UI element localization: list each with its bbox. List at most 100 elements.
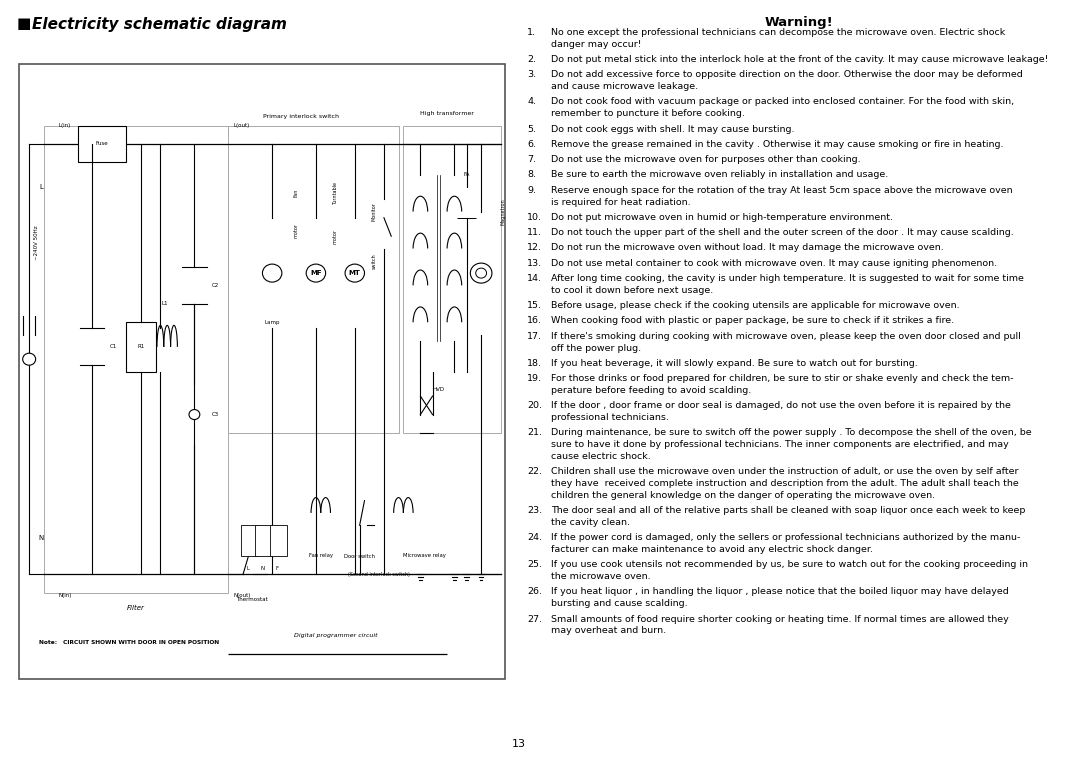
Text: 18.: 18. [527, 359, 542, 368]
Text: 5.: 5. [527, 125, 536, 134]
Text: children the general knowledge on the danger of operating the microwave oven.: children the general knowledge on the da… [551, 491, 935, 500]
Text: 6.: 6. [527, 140, 536, 149]
Text: bursting and cause scalding.: bursting and cause scalding. [551, 599, 688, 608]
Text: C1: C1 [109, 345, 117, 349]
Text: danger may occur!: danger may occur! [551, 40, 642, 49]
Text: Children shall use the microwave oven under the instruction of adult, or use the: Children shall use the microwave oven un… [551, 468, 1018, 476]
Text: 10.: 10. [527, 213, 542, 222]
Text: and cause microwave leakage.: and cause microwave leakage. [551, 83, 698, 91]
Text: is required for heat radiation.: is required for heat radiation. [551, 198, 690, 206]
Text: No one except the professional technicians can decompose the microwave oven. Ele: No one except the professional technicia… [551, 28, 1005, 37]
Text: If you use cook utensils not recommended by us, be sure to watch out for the coo: If you use cook utensils not recommended… [551, 561, 1028, 569]
Text: the microwave oven.: the microwave oven. [551, 572, 650, 581]
Text: 7.: 7. [527, 155, 536, 164]
Text: may overheat and burn.: may overheat and burn. [551, 626, 666, 636]
Text: Be sure to earth the microwave oven reliably in installation and usage.: Be sure to earth the microwave oven reli… [551, 170, 888, 180]
Circle shape [262, 264, 282, 282]
Text: 25.: 25. [527, 561, 542, 569]
Text: MF: MF [310, 270, 322, 276]
Text: Do not cook food with vacuum package or packed into enclosed container. For the : Do not cook food with vacuum package or … [551, 98, 1014, 106]
Text: perature before feeding to avoid scalding.: perature before feeding to avoid scaldin… [551, 386, 751, 395]
Text: N: N [39, 535, 44, 541]
Text: Do not use the microwave oven for purposes other than cooking.: Do not use the microwave oven for purpos… [551, 155, 861, 164]
Text: Fan relay: Fan relay [309, 553, 333, 558]
Text: 22.: 22. [527, 468, 542, 476]
Text: Do not use metal container to cook with microwave oven. It may cause igniting ph: Do not use metal container to cook with … [551, 259, 997, 268]
Circle shape [23, 353, 36, 365]
Text: If the door , door frame or door seal is damaged, do not use the oven before it : If the door , door frame or door seal is… [551, 401, 1011, 410]
Bar [78, 125, 126, 163]
Text: 13: 13 [512, 739, 525, 749]
Text: 19.: 19. [527, 374, 542, 384]
Text: Magnetron: Magnetron [500, 199, 505, 225]
Text: sure to have it done by professional technicians. The inner components are elect: sure to have it done by professional tec… [551, 440, 1009, 449]
Text: The door seal and all of the relative parts shall be cleaned with soap liquor on: The door seal and all of the relative pa… [551, 507, 1025, 515]
Text: motor: motor [294, 222, 299, 238]
Bar [270, 526, 286, 556]
Text: 24.: 24. [527, 533, 542, 542]
Circle shape [470, 263, 491, 283]
Text: Monitor: Monitor [372, 202, 377, 221]
Text: 9.: 9. [527, 186, 536, 195]
Text: Reserve enough space for the rotation of the tray At least 5cm space above the m: Reserve enough space for the rotation of… [551, 186, 1012, 195]
Text: Do not cook eggs with shell. It may cause bursting.: Do not cook eggs with shell. It may caus… [551, 125, 794, 134]
Text: HVD: HVD [432, 387, 445, 393]
Text: High transformer: High transformer [420, 111, 474, 115]
Text: Primary interlock switch: Primary interlock switch [264, 114, 339, 118]
Text: 20.: 20. [527, 401, 542, 410]
Text: 14.: 14. [527, 274, 542, 283]
Text: Do not touch the upper part of the shell and the outer screen of the door . It m: Do not touch the upper part of the shell… [551, 228, 1013, 237]
Text: 12.: 12. [527, 244, 542, 252]
Text: For those drinks or food prepared for children, be sure to stir or shake evenly : For those drinks or food prepared for ch… [551, 374, 1013, 384]
Text: After long time cooking, the cavity is under high temperature. It is suggested t: After long time cooking, the cavity is u… [551, 274, 1024, 283]
Text: L(in): L(in) [58, 123, 70, 128]
Text: N(in): N(in) [58, 594, 71, 598]
Text: Filter: Filter [127, 605, 145, 611]
Text: cause electric shock.: cause electric shock. [551, 452, 650, 461]
Text: Lamp: Lamp [265, 320, 280, 325]
Text: Note:   CIRCUIT SHOWN WITH DOOR IN OPEN POSITION: Note: CIRCUIT SHOWN WITH DOOR IN OPEN PO… [39, 639, 219, 645]
Text: If you heat beverage, it will slowly expand. Be sure to watch out for bursting.: If you heat beverage, it will slowly exp… [551, 359, 918, 368]
Text: 17.: 17. [527, 332, 542, 341]
Text: Do not put metal stick into the interlock hole at the front of the cavity. It ma: Do not put metal stick into the interloc… [551, 55, 1049, 64]
Text: 15.: 15. [527, 301, 542, 310]
Text: Electricity schematic diagram: Electricity schematic diagram [32, 17, 287, 31]
Text: Fuse: Fuse [96, 141, 108, 147]
Text: Door switch: Door switch [345, 553, 375, 558]
Text: If there's smoking during cooking with microwave oven, please keep the oven door: If there's smoking during cooking with m… [551, 332, 1021, 341]
Text: Microwave relay: Microwave relay [403, 553, 446, 558]
Text: Turntable: Turntable [333, 182, 338, 205]
Bar [43, 125, 228, 593]
Text: During maintenance, be sure to switch off the power supply . To decompose the sh: During maintenance, be sure to switch of… [551, 429, 1031, 438]
Text: N(out): N(out) [233, 594, 251, 598]
Text: 4.: 4. [527, 98, 536, 106]
Circle shape [307, 264, 326, 282]
Text: L1: L1 [162, 301, 168, 306]
Text: Do not put microwave oven in humid or high-temperature environment.: Do not put microwave oven in humid or hi… [551, 213, 893, 222]
Bar [228, 125, 399, 433]
Text: C3: C3 [212, 412, 218, 417]
Text: FA: FA [463, 172, 470, 177]
Text: 21.: 21. [527, 429, 542, 438]
Text: 23.: 23. [527, 507, 542, 515]
Bar [126, 322, 156, 371]
Text: professional technicians.: professional technicians. [551, 413, 669, 422]
Text: 1.: 1. [527, 28, 536, 37]
Text: Fan: Fan [294, 189, 299, 197]
Text: N: N [260, 566, 265, 571]
Text: If you heat liquor , in handling the liquor , please notice that the boiled liqu: If you heat liquor , in handling the liq… [551, 588, 1009, 597]
Text: Digital programmer circuit: Digital programmer circuit [294, 633, 377, 639]
Text: 16.: 16. [527, 316, 542, 325]
Text: L: L [39, 184, 43, 190]
Text: 2.: 2. [527, 55, 536, 64]
Text: L: L [246, 566, 249, 571]
Circle shape [345, 264, 365, 282]
Text: Do not run the microwave oven without load. It may damage the microwave oven.: Do not run the microwave oven without lo… [551, 244, 944, 252]
Text: they have  received complete instruction and description from the adult. The adu: they have received complete instruction … [551, 479, 1018, 488]
Text: off the power plug.: off the power plug. [551, 344, 640, 353]
Text: remember to puncture it before cooking.: remember to puncture it before cooking. [551, 109, 745, 118]
Text: L(out): L(out) [233, 123, 249, 128]
Text: (Second interlock switch): (Second interlock switch) [348, 572, 410, 577]
Text: 27.: 27. [527, 614, 542, 623]
Text: When cooking food with plastic or paper package, be sure to check if it strikes : When cooking food with plastic or paper … [551, 316, 954, 325]
